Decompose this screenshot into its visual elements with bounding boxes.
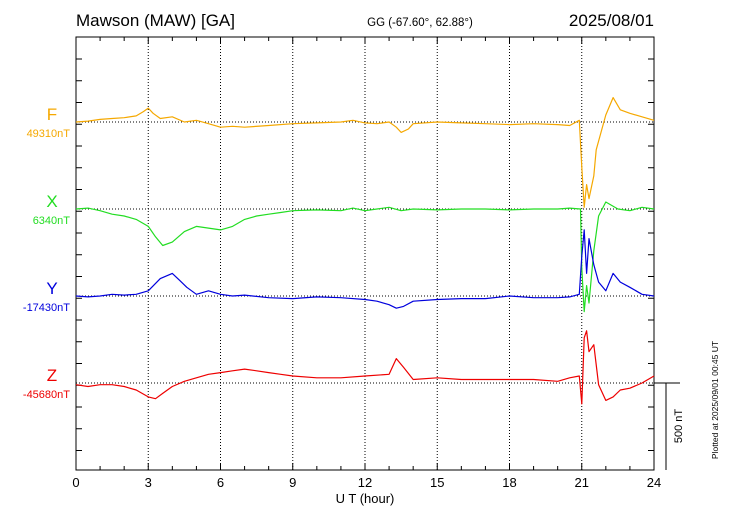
x-tick-label: 21 [575,475,589,490]
scale-bar-label: 500 nT [673,409,685,444]
series-x-baseline-label: 6340nT [33,215,71,227]
date-label: 2025/08/01 [569,11,654,30]
series-f-line [75,96,655,208]
series-x-name: X [46,192,57,211]
x-tick-label: 15 [430,475,444,490]
x-tick-label: 0 [72,475,79,490]
x-tick-label: 6 [217,475,224,490]
series-labels: F 49310nT X 6340nT Y -17430nT Z -45680nT [23,105,70,401]
x-tick-label: 3 [145,475,152,490]
series-traces [75,96,655,405]
series-y-name: Y [46,279,57,298]
x-tick-label: 12 [358,475,372,490]
series-z-line [75,330,655,405]
x-axis-label: U T (hour) [336,491,395,506]
series-z-baseline-label: -45680nT [23,389,70,401]
series-f-name: F [47,105,57,124]
series-y-baseline-label: -17430nT [23,302,70,314]
scale-bar: 500 nT [654,382,685,470]
plotted-note: Plotted at 2025/09/01 00:45 UT [710,341,720,459]
x-tick-label: 18 [502,475,516,490]
series-y-line [75,229,655,309]
baselines [76,121,654,384]
series-x-line [75,201,655,313]
x-tick-labels: 0 3 6 9 12 15 18 21 24 [72,475,661,490]
x-tick-label: 9 [289,475,296,490]
station-title: Mawson (MAW) [GA] [76,11,235,30]
series-f-baseline-label: 49310nT [27,128,71,140]
grid [147,37,583,470]
series-z-name: Z [47,366,57,385]
coords-label: GG (-67.60°, 62.88°) [367,17,473,29]
axis-ticks [75,37,655,470]
x-tick-label: 24 [647,475,661,490]
